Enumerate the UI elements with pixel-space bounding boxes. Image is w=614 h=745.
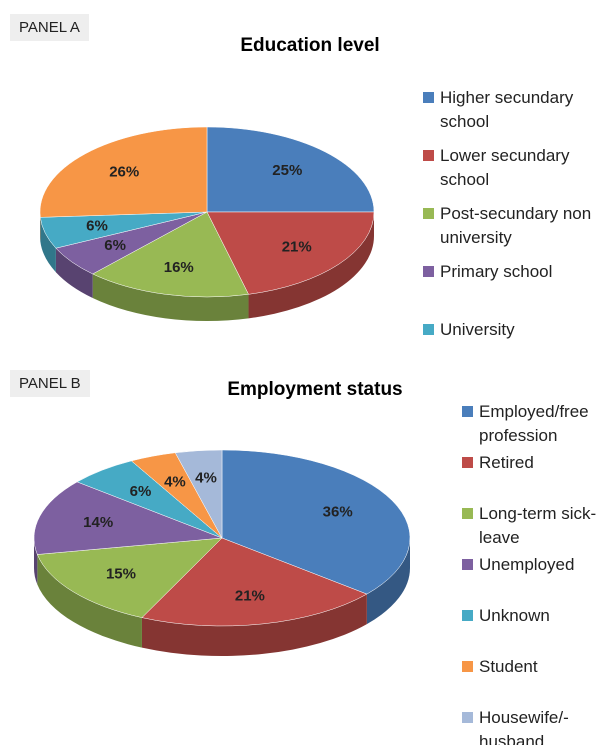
slice-label: 4% [164, 473, 186, 490]
legend-swatch [423, 92, 434, 103]
legend-item: Primary school [423, 260, 608, 284]
legend-swatch [462, 508, 473, 519]
slice [221, 449, 411, 595]
legend-label: Employed/free profession [479, 402, 589, 445]
legend-label: Post-secundary non university [440, 204, 592, 247]
legend-label: Retired [479, 453, 534, 472]
slice-label: 14% [83, 514, 113, 531]
legend-label: Unknown [479, 606, 550, 625]
slice [36, 537, 223, 618]
chart-title: Education level [240, 35, 379, 56]
slice [206, 126, 375, 213]
legend-swatch [423, 208, 434, 219]
legend-swatch [462, 559, 473, 570]
slice-label: 25% [272, 162, 302, 179]
slice [33, 481, 223, 555]
legend-item: Housewife/-husband [462, 706, 612, 745]
slice-label: 21% [282, 238, 312, 255]
legend-item: Post-secundary non university [423, 202, 608, 250]
legend-item: Unknown [462, 604, 612, 628]
chart-title: Employment status [227, 379, 402, 400]
slice-label: 6% [86, 217, 108, 234]
slice-label: 6% [104, 237, 126, 254]
slice-side [248, 212, 374, 319]
legend-item: University [423, 318, 608, 342]
slice-label: 6% [130, 483, 152, 500]
slice [141, 537, 368, 627]
slice-side [37, 554, 142, 648]
legend-swatch [462, 610, 473, 621]
slice-side [141, 594, 367, 656]
slice [174, 449, 223, 539]
slice-label: 15% [106, 566, 136, 583]
legend-swatch [462, 712, 473, 723]
legend-label: University [440, 320, 515, 339]
slice-label: 16% [164, 259, 194, 276]
slice-label: 26% [109, 163, 139, 180]
slice-label: 21% [235, 587, 265, 604]
legend-swatch [423, 150, 434, 161]
legend-label: Unemployed [479, 555, 575, 574]
legend-item: Lower secundary school [423, 144, 608, 192]
legend-label: Lower secundary school [440, 146, 570, 189]
legend-label: Primary school [440, 262, 553, 281]
legend-item: Unemployed [462, 553, 612, 577]
legend-label: Higher secundary school [440, 88, 574, 131]
slice [39, 126, 208, 218]
legend-item: Employed/free profession [462, 400, 612, 448]
slice-side [55, 248, 93, 298]
slice-label: 4% [195, 470, 217, 487]
legend-swatch [462, 406, 473, 417]
slice-side [34, 538, 38, 585]
legend-swatch [462, 457, 473, 468]
slice-side [92, 273, 249, 321]
legend-item: Student [462, 655, 612, 679]
slice [92, 211, 249, 298]
slice [206, 211, 375, 295]
legend-label: Housewife/-husband [479, 708, 569, 745]
legend-label: Long-term sick-leave [479, 504, 597, 547]
panel-label: PANEL B [10, 370, 90, 397]
legend-item: Retired [462, 451, 612, 475]
panel-label: PANEL A [10, 14, 89, 41]
legend-item: Long-term sick-leave [462, 502, 612, 550]
slice-side [366, 538, 410, 625]
legend-label: Student [479, 657, 538, 676]
legend-swatch [423, 266, 434, 277]
slice-label: 36% [323, 503, 353, 520]
legend-swatch [462, 661, 473, 672]
legend-swatch [423, 324, 434, 335]
legend-item: Higher secundary school [423, 86, 608, 134]
